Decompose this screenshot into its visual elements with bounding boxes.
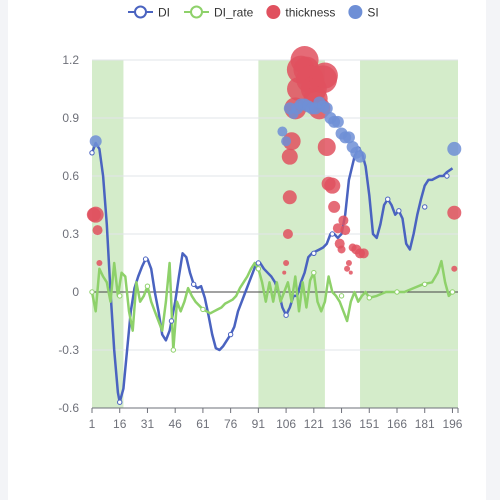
legend[interactable]: DI DI_rate thickness SI bbox=[128, 5, 379, 20]
di-rate-marker[interactable] bbox=[338, 293, 345, 299]
di-marker[interactable] bbox=[142, 256, 149, 262]
thickness-point[interactable] bbox=[317, 138, 336, 156]
circle-line-icon bbox=[128, 5, 153, 19]
si-point[interactable] bbox=[342, 131, 355, 144]
si-point[interactable] bbox=[277, 126, 288, 137]
thickness-point[interactable] bbox=[282, 190, 297, 205]
thickness-point[interactable] bbox=[345, 260, 352, 266]
thickness-point[interactable] bbox=[92, 225, 103, 236]
di-marker[interactable] bbox=[311, 250, 317, 257]
x-tick-label: 181 bbox=[415, 417, 435, 431]
x-tick-label: 136 bbox=[332, 417, 352, 431]
si-point[interactable] bbox=[331, 115, 344, 128]
legend-item-thickness[interactable]: thickness bbox=[266, 5, 335, 20]
legend-label: DI bbox=[158, 6, 170, 20]
si-point[interactable] bbox=[89, 135, 102, 148]
legend-item-di[interactable]: DI bbox=[128, 5, 170, 20]
x-tick-label: 121 bbox=[304, 417, 324, 431]
di-marker[interactable] bbox=[329, 231, 336, 237]
x-tick-label: 151 bbox=[359, 417, 379, 431]
x-tick-label: 196 bbox=[442, 417, 462, 431]
x-tick-label: 61 bbox=[196, 417, 210, 431]
x-tick-label: 31 bbox=[141, 417, 155, 431]
filled-circle-icon bbox=[348, 5, 363, 19]
thickness-point[interactable] bbox=[328, 200, 341, 213]
thickness-point[interactable] bbox=[337, 245, 346, 254]
di-rate-marker[interactable] bbox=[144, 283, 151, 289]
di-marker[interactable] bbox=[422, 204, 428, 210]
thickness-point[interactable] bbox=[311, 62, 338, 89]
di-line bbox=[90, 141, 454, 404]
x-tick-label: 76 bbox=[224, 417, 238, 431]
di-marker[interactable] bbox=[168, 318, 175, 324]
di-marker[interactable] bbox=[255, 260, 262, 266]
di-marker[interactable] bbox=[396, 208, 402, 214]
legend-item-si[interactable]: SI bbox=[348, 5, 379, 20]
thickness-point[interactable] bbox=[344, 265, 351, 272]
legend-label: thickness bbox=[285, 6, 335, 20]
circle-line-icon bbox=[184, 5, 209, 19]
legend-label: SI bbox=[367, 6, 378, 20]
thickness-point[interactable] bbox=[283, 260, 290, 266]
x-tick-label: 46 bbox=[169, 417, 183, 431]
di-rate-marker[interactable] bbox=[366, 295, 372, 301]
x-tick-label: 1 bbox=[89, 417, 96, 431]
legend-item-di-rate[interactable]: DI_rate bbox=[184, 5, 254, 20]
y-axis: -0.6 -0.3 0 0.3 0.6 0.9 1.2 bbox=[58, 53, 79, 415]
di-marker[interactable] bbox=[117, 399, 123, 405]
si-point[interactable] bbox=[320, 102, 333, 115]
y-tick-label: 0 bbox=[72, 285, 79, 299]
di-rate-marker[interactable] bbox=[117, 293, 123, 299]
thickness-point[interactable] bbox=[282, 229, 293, 239]
y-tick-label: 1.2 bbox=[62, 53, 79, 67]
thickness-point[interactable] bbox=[451, 265, 458, 272]
thickness-point[interactable] bbox=[324, 177, 341, 194]
di-marker[interactable] bbox=[227, 331, 234, 338]
di-marker[interactable] bbox=[385, 196, 391, 202]
di-marker[interactable] bbox=[283, 312, 289, 318]
thickness-point[interactable] bbox=[340, 225, 351, 236]
di-rate-marker[interactable] bbox=[89, 289, 95, 295]
si-point[interactable] bbox=[354, 150, 367, 163]
y-tick-label: 0.9 bbox=[62, 111, 79, 125]
di-marker[interactable] bbox=[190, 281, 197, 287]
thickness-point[interactable] bbox=[447, 205, 462, 220]
x-tick-label: 106 bbox=[276, 417, 296, 431]
x-axis: 1 16 31 46 61 76 91 106 121 136 151 166 181 196 bbox=[89, 407, 463, 431]
si-point[interactable] bbox=[447, 141, 462, 156]
thickness-point[interactable] bbox=[96, 260, 103, 266]
thickness-point[interactable] bbox=[348, 270, 353, 275]
di-marker[interactable] bbox=[444, 173, 450, 179]
thickness-point[interactable] bbox=[87, 206, 104, 223]
thickness-point[interactable] bbox=[282, 270, 287, 275]
y-tick-label: -0.6 bbox=[58, 401, 79, 415]
di-rate-marker[interactable] bbox=[255, 266, 262, 272]
di-rate-marker[interactable] bbox=[311, 269, 317, 276]
di-rate-marker[interactable] bbox=[449, 289, 456, 295]
thickness-point[interactable] bbox=[358, 248, 369, 259]
plot-area bbox=[86, 46, 462, 405]
x-tick-label: 16 bbox=[113, 417, 127, 431]
di-rate-line bbox=[90, 259, 454, 352]
y-tick-label: -0.3 bbox=[58, 343, 79, 357]
si-point[interactable] bbox=[281, 136, 292, 147]
legend-label: DI_rate bbox=[214, 6, 254, 20]
di-marker[interactable] bbox=[89, 150, 95, 156]
di-rate-marker[interactable] bbox=[422, 281, 428, 287]
x-tick-label: 166 bbox=[387, 417, 407, 431]
di-rate-marker[interactable] bbox=[170, 347, 177, 353]
thickness-point[interactable] bbox=[338, 215, 349, 226]
x-tick-label: 91 bbox=[252, 417, 266, 431]
filled-circle-icon bbox=[266, 5, 281, 19]
y-tick-label: 0.3 bbox=[62, 227, 79, 241]
di-rate-marker[interactable] bbox=[200, 306, 206, 313]
y-tick-label: 0.6 bbox=[62, 169, 79, 183]
thickness-point[interactable] bbox=[281, 148, 298, 165]
di-rate-marker[interactable] bbox=[394, 289, 400, 295]
